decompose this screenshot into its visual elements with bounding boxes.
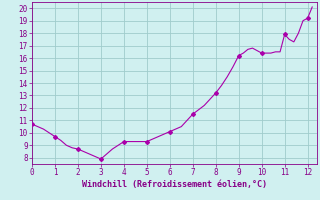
X-axis label: Windchill (Refroidissement éolien,°C): Windchill (Refroidissement éolien,°C) (82, 180, 267, 189)
